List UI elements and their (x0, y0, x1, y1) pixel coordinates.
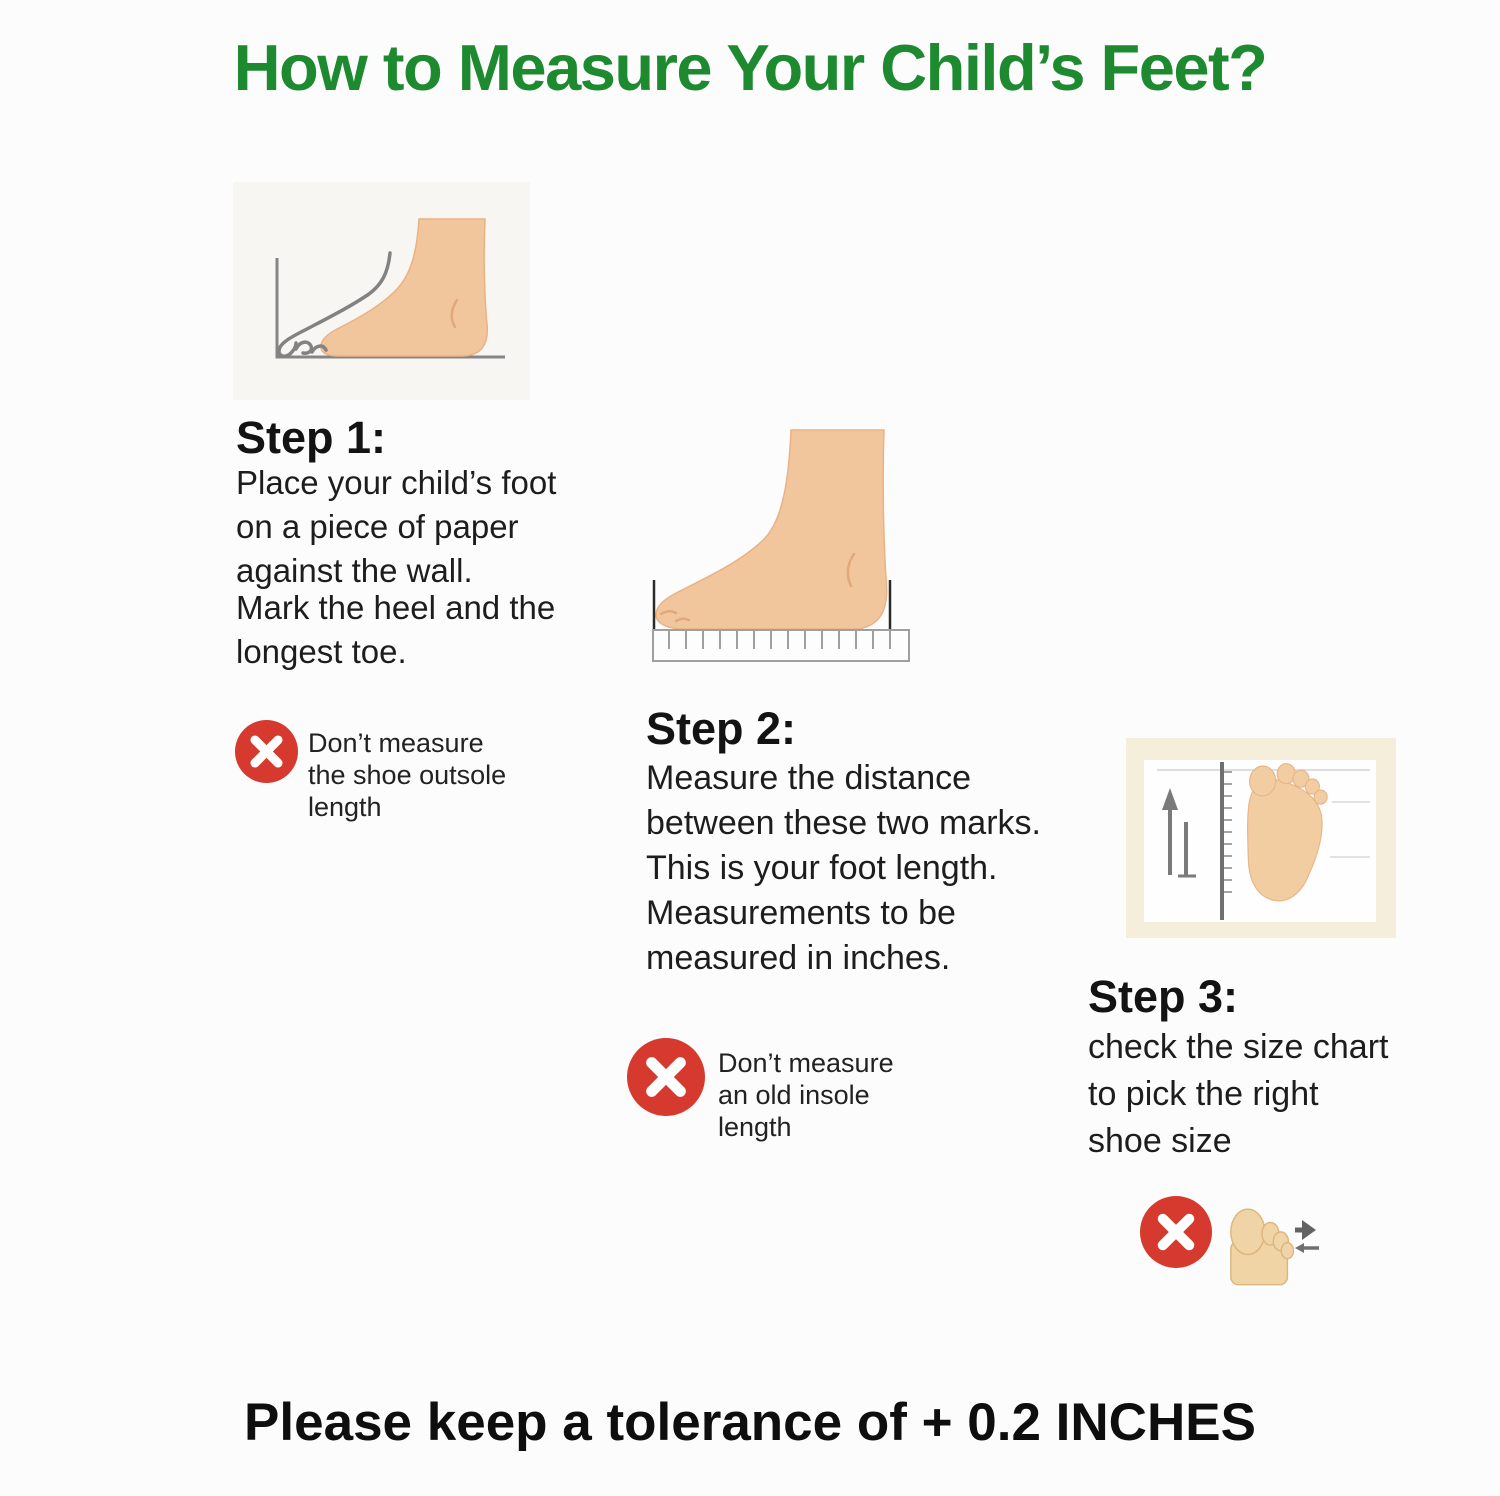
foot-side-shape (320, 218, 489, 357)
ankle-crease (846, 552, 856, 588)
step1-warning: Don’t measure the shoe outsole length (235, 720, 506, 823)
step1-warning-text: Don’t measure the shoe outsole length (308, 728, 507, 822)
step3-paragraph: check the size chart to pick the right s… (1088, 1028, 1389, 1160)
step1-paragraph-1: Place your child’s foot on a piece of pa… (236, 464, 557, 589)
foot-trace-outline (277, 251, 392, 358)
step2-illustration (648, 428, 910, 666)
dont-x-icon (235, 720, 298, 783)
trace-toe-2 (310, 344, 328, 354)
step3-illustration (1126, 738, 1396, 938)
toe-crease-2 (674, 617, 691, 623)
step1-illustration (233, 182, 530, 400)
ruler-ticks (668, 631, 891, 649)
no-extra-length-arrows-icon (1294, 1215, 1320, 1260)
wall-floor-line (275, 258, 505, 359)
foot-toes-icon (1228, 1204, 1295, 1293)
foot-on-ruler-drawing (652, 429, 910, 662)
footprint-size-chart-drawing (1144, 760, 1376, 922)
foot-side-shape (655, 429, 888, 630)
footprint-shape (1247, 763, 1328, 902)
dont-x-icon (627, 1038, 705, 1116)
foot-against-wall-drawing (275, 218, 505, 359)
ankle-crease (450, 298, 459, 329)
tolerance-note: Please keep a tolerance of + 0.2 INCHES (244, 1393, 1256, 1452)
step2-warning-text: Don’t measure an old insole length (718, 1048, 894, 1142)
ruler (652, 629, 910, 662)
grow-arrow-icon (1162, 788, 1196, 878)
page-title: How to Measure Your Child’s Feet? (233, 31, 1268, 104)
step1-paragraph-2: Mark the heel and the longest toe. (236, 589, 556, 670)
dont-x-icon (1140, 1196, 1212, 1268)
step2-heading: Step 2: (646, 703, 797, 754)
trace-toe-1 (294, 340, 314, 355)
step1-heading: Step 1: (236, 412, 387, 463)
step3-heading: Step 3: (1088, 971, 1239, 1022)
step3-warning (1140, 1196, 1330, 1296)
step2-paragraph: Measure the distance between these two m… (646, 759, 1041, 977)
step2-warning: Don’t measure an old insole length (627, 1038, 894, 1143)
ruler-ticks (1224, 771, 1232, 893)
toe-crease-1 (659, 610, 678, 616)
